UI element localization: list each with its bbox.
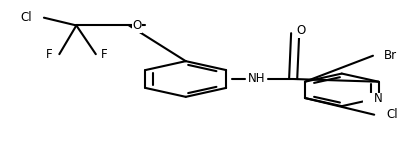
Text: O: O [297, 24, 306, 37]
Text: NH: NH [248, 73, 266, 85]
Text: Br: Br [384, 49, 397, 62]
Text: N: N [374, 91, 383, 104]
Text: F: F [101, 48, 107, 61]
Text: Cl: Cl [386, 108, 398, 121]
Text: F: F [45, 48, 52, 61]
Text: Cl: Cl [20, 11, 32, 24]
Text: O: O [133, 19, 142, 32]
